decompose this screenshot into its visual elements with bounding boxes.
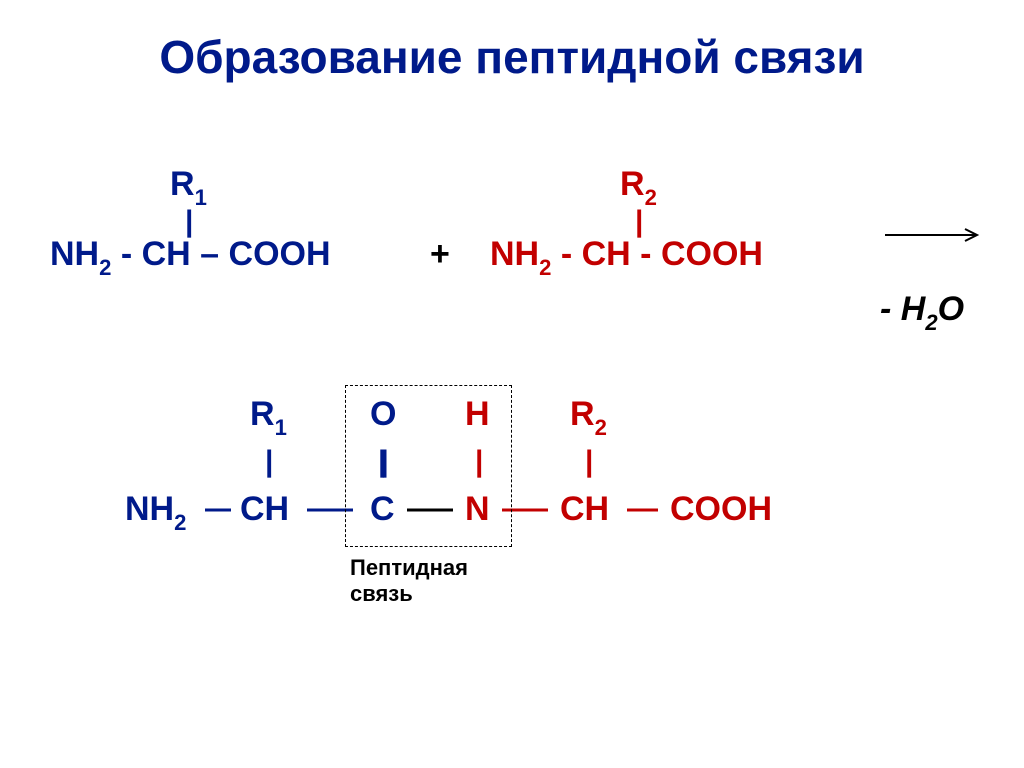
product-cooh: COOH	[670, 490, 772, 529]
product-r1-label: R1	[250, 395, 287, 439]
product-ch-right: CH	[560, 490, 609, 529]
slide-title: Образование пептидной связи	[0, 30, 1024, 84]
product-r2-label: R2	[570, 395, 607, 439]
reactant1-formula: NH2 - CH – COOH	[50, 235, 331, 279]
reactant1-r-label: R1	[170, 165, 207, 209]
product-dash-5	[625, 505, 660, 515]
peptide-bond-highlight	[345, 385, 512, 547]
reactant2-r-bond: |	[635, 205, 643, 239]
reaction-arrow-icon	[880, 225, 990, 245]
product-dash-1	[203, 505, 233, 515]
peptide-bond-label: Пептидная связь	[350, 555, 468, 608]
reactant2-formula: NH2 - CH - COOH	[490, 235, 763, 279]
plus-sign: +	[430, 235, 450, 274]
reactant1-r-bond: |	[185, 205, 193, 239]
reactant2-r-label: R2	[620, 165, 657, 209]
product-bond-r1: |	[265, 445, 273, 479]
product-ch-left: CH	[240, 490, 289, 529]
water-byproduct: - H2O	[880, 290, 964, 334]
product-bond-r2: |	[585, 445, 593, 479]
product-nh2: NH2	[125, 490, 186, 534]
